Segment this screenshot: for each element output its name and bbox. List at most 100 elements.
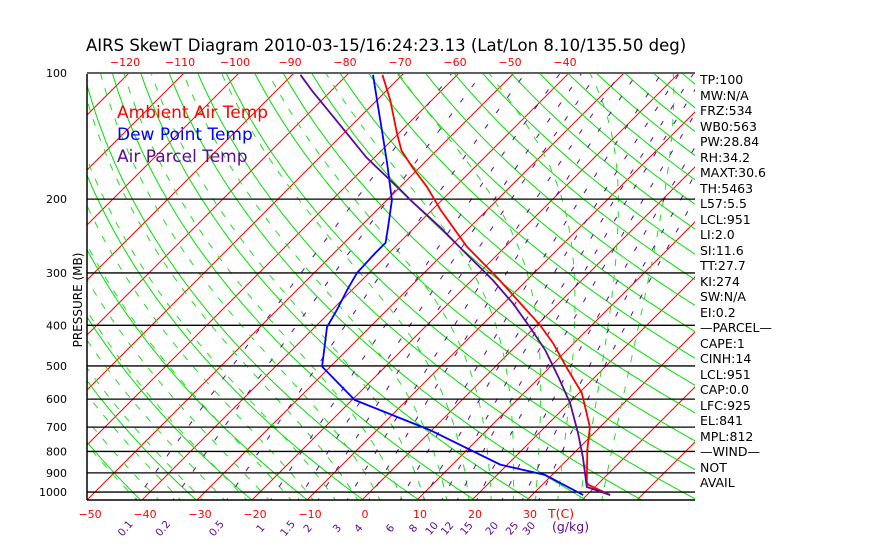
top-temp-tick-label: −110 [165, 56, 195, 69]
stat-item: TH:5463 [700, 180, 754, 196]
chart-title: AIRS SkewT Diagram 2010-03-15/16:24:23.1… [86, 36, 686, 55]
isotherm-line [416, 221, 695, 500]
mixing-ratio-line [422, 74, 680, 500]
pressure-tick-label: 500 [46, 360, 67, 373]
mixing-ratio-tick-label: 0.5 [207, 518, 227, 539]
mixing-ratio-line [456, 88, 695, 500]
stat-item: MAXT:30.6 [700, 165, 766, 180]
mixing-ratio-tick-label: 8 [407, 522, 420, 535]
dewpoint-line [321, 74, 584, 496]
parcel-temp-line [299, 74, 611, 496]
moist-adiabat-line [221, 74, 470, 500]
stat-item: RH:34.2 [700, 149, 751, 165]
dry-adiabat-line [254, 74, 695, 471]
top-temp-tick-label: −120 [110, 56, 140, 69]
top-temp-tick-label: −70 [388, 56, 411, 69]
legend-parcel-temp: Air Parcel Temp [117, 147, 248, 167]
stat-item: TT:27.7 [700, 258, 746, 273]
isotherm-line [361, 166, 695, 500]
bottom-temp-tick-label: 20 [468, 508, 482, 521]
bottom-temp-tick-label: −10 [298, 508, 321, 521]
mixing-ratio-tick-label: 2 [301, 522, 314, 535]
stat-item: PW:28.84 [700, 134, 760, 149]
top-temp-tick-label: −40 [553, 56, 576, 69]
ambient-temp-line [381, 74, 611, 496]
top-temp-tick-label: −100 [220, 56, 250, 69]
isotherm-line [306, 111, 695, 500]
moist-adiabat-line [87, 366, 204, 500]
stat-item: —WIND— [700, 444, 761, 459]
stat-item: MW:N/A [700, 87, 749, 103]
bottom-temp-tick-label: 10 [413, 508, 427, 521]
mixing-ratio-tick-label: 15 [458, 520, 476, 538]
top-temp-tick-label: −90 [278, 56, 301, 69]
dry-adiabat-line [0, 64, 31, 503]
pressure-tick-label: 400 [46, 319, 67, 332]
stat-item: L57:5.5 [700, 196, 747, 211]
stat-item: FRZ:534 [700, 103, 753, 118]
isotherm-line [87, 74, 239, 226]
dry-adiabat-line [454, 74, 695, 281]
moist-adiabat-line [579, 74, 619, 500]
mixing-ratio-tick-label: 6 [384, 522, 398, 535]
mixing-ratio-line [135, 74, 452, 500]
stability-indices-panel: TP:100 MW:N/A FRZ:534 WB0:563 PW:28.84 RH:34.… [700, 72, 772, 491]
stat-item: LCL:951 [700, 366, 751, 382]
bottom-temp-tick-label: −30 [188, 508, 211, 521]
pressure-tick-label: 200 [46, 193, 67, 206]
mixing-ratio-tick-label: 0.2 [153, 518, 173, 539]
pressure-tick-label: 300 [46, 267, 67, 280]
pressure-tick-label: 600 [46, 393, 67, 406]
dry-adiabat-line [755, 64, 870, 503]
profiles [299, 74, 611, 496]
legend-dew-point: Dew Point Temp [117, 125, 253, 145]
dry-adiabat-line [511, 74, 695, 230]
mixing-ratio-tick-label: 10 [423, 520, 441, 538]
stat-item: EL:841 [700, 413, 743, 428]
isotherm-line [526, 331, 695, 500]
pressure-tick-label: 100 [46, 67, 67, 80]
mixing-ratio-line [226, 74, 526, 500]
mixing-ratio-tick-label: 12 [439, 520, 457, 538]
stat-item: CINH:14 [700, 351, 752, 366]
isotherm-line [0, 64, 28, 503]
moist-adiabat-line [87, 243, 292, 500]
stat-item: LCL:951 [700, 211, 751, 227]
mixing-ratio-tick-label: 25 [504, 520, 522, 538]
dry-adiabat-line [283, 74, 695, 442]
stat-item: EI:0.2 [700, 304, 736, 320]
moist-adiabat-line [488, 74, 576, 500]
isotherm-line [251, 74, 679, 500]
pressure-lines [86, 72, 695, 501]
legend: Ambient Air Temp Dew Point Temp Air Parc… [117, 103, 268, 167]
bottom-temp-tick-label: −40 [133, 508, 156, 521]
isotherm-line [196, 74, 624, 500]
x-axis-label: T(C) [547, 506, 574, 521]
top-temp-tick-label: −80 [333, 56, 356, 69]
isotherm-line [87, 74, 459, 446]
mixing-ratio-tick-label: 30 [520, 520, 538, 538]
mixing-ratio-line [270, 74, 561, 500]
y-axis-label: PRESSURE (MB) [71, 253, 85, 348]
bottom-temp-tick-label: 30 [523, 508, 537, 521]
bottom-temp-tick-label: 0 [362, 508, 369, 521]
pressure-tick-label: 900 [46, 467, 67, 480]
legend-ambient-temp: Ambient Air Temp [117, 103, 268, 123]
dry-adiabat-line [482, 74, 695, 255]
mixing-ratio-tick-label: 1 [254, 522, 267, 535]
stat-item: NOT [700, 459, 727, 475]
stat-item: SI:11.6 [700, 242, 744, 258]
stat-item: LI:2.0 [700, 227, 735, 242]
stat-item: —PARCEL— [700, 320, 772, 335]
stat-item: AVAIL [700, 475, 735, 490]
pressure-tick-label: 1000 [39, 486, 67, 499]
top-temp-tick-label: −60 [443, 56, 466, 69]
isotherm-line [87, 74, 404, 391]
stat-item: TP:100 [700, 72, 744, 87]
isotherm-line [471, 276, 695, 500]
isotherm-line [87, 74, 349, 336]
dry-adiabat-line [425, 74, 695, 307]
moist-adiabat-line [398, 74, 542, 500]
stat-item: KI:274 [700, 273, 740, 289]
mixing-ratio-line [399, 74, 662, 500]
